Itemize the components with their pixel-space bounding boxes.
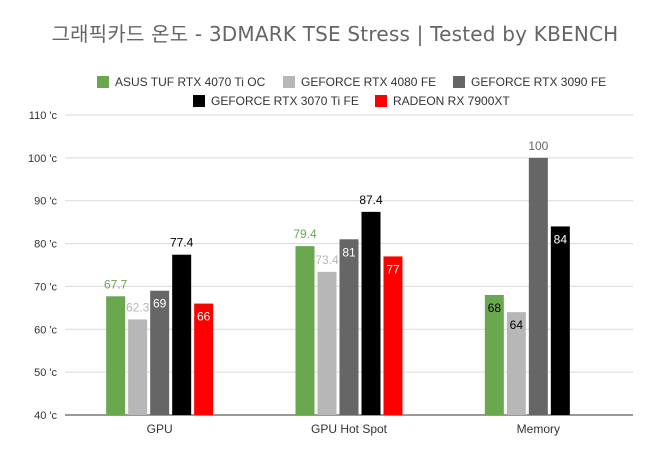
y-tick-label: 90 'c [34, 196, 57, 208]
data-label: 66 [197, 310, 211, 324]
bar [550, 226, 570, 415]
bar [194, 303, 214, 415]
data-label: 100 [528, 139, 548, 153]
bar [128, 319, 148, 415]
y-tick-label: 70 'c [34, 281, 57, 293]
data-label: 64 [510, 318, 524, 332]
y-tick-label: 40 'c [34, 410, 57, 422]
legend-label-1: GEFORCE RTX 4080 FE [301, 75, 436, 89]
legend-swatch-1 [283, 76, 295, 88]
y-tick-label: 80 'c [34, 239, 57, 251]
x-tick-label: Memory [517, 422, 560, 436]
bar [172, 254, 192, 415]
data-label: 69 [153, 297, 167, 311]
bar [506, 312, 526, 415]
legend-swatch-3 [193, 95, 205, 107]
y-tick-label: 60 'c [34, 324, 57, 336]
legend-swatch-2 [453, 76, 465, 88]
y-tick-label: 110 'c [29, 110, 58, 122]
data-label: 77.4 [170, 236, 194, 250]
bar [339, 239, 359, 415]
legend-swatch-4 [375, 95, 387, 107]
data-label: 79.4 [293, 227, 317, 241]
x-tick-label: GPU [147, 422, 173, 436]
legend-label-4: RADEON RX 7900XT [393, 94, 510, 108]
legend-label-0: ASUS TUF RTX 4070 Ti OC [115, 75, 266, 89]
bar [150, 290, 170, 415]
data-label: 62.3 [126, 300, 150, 314]
data-label: 73.4 [315, 253, 339, 267]
bar [106, 296, 126, 415]
data-label: 68 [488, 301, 502, 315]
y-tick-label: 100 'c [28, 153, 58, 165]
legend-label-3: GEFORCE RTX 3070 Ti FE [211, 94, 359, 108]
data-label: 81 [342, 245, 356, 259]
legend-label-2: GEFORCE RTX 3090 FE [471, 75, 606, 89]
data-label: 77 [386, 262, 400, 276]
x-tick-label: GPU Hot Spot [311, 422, 388, 436]
legend-swatch-0 [97, 76, 109, 88]
bar [361, 211, 381, 415]
bar [317, 271, 337, 415]
bar [484, 295, 504, 415]
bar [295, 246, 315, 415]
data-label: 87.4 [359, 193, 383, 207]
y-tick-label: 50 'c [34, 367, 57, 379]
chart-title: 그래픽카드 온도 - 3DMARK TSE Stress | Tested by… [51, 22, 619, 46]
bar [528, 157, 548, 415]
data-label: 84 [554, 232, 568, 246]
bar [383, 256, 403, 415]
data-label: 67.7 [104, 277, 128, 291]
